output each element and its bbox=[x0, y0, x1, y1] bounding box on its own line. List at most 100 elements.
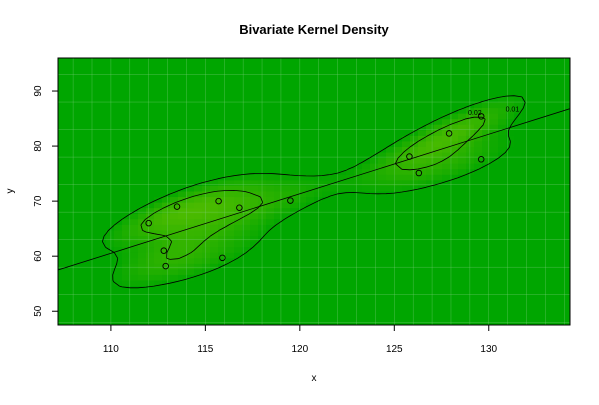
density-cell bbox=[434, 286, 443, 293]
density-cell bbox=[394, 286, 403, 293]
density-cell bbox=[90, 263, 99, 270]
density-cell bbox=[242, 69, 251, 76]
density-cell bbox=[266, 191, 275, 198]
density-cell bbox=[394, 169, 403, 176]
density-cell bbox=[458, 174, 467, 181]
density-cell bbox=[362, 302, 371, 309]
density-cell bbox=[434, 197, 443, 204]
density-cell bbox=[154, 286, 163, 293]
density-cell bbox=[98, 85, 107, 92]
density-cell bbox=[354, 163, 363, 170]
density-cell bbox=[106, 313, 115, 321]
density-cell bbox=[562, 197, 570, 204]
density-cell bbox=[250, 74, 259, 81]
density-cell bbox=[410, 258, 419, 265]
density-cell bbox=[114, 197, 123, 204]
density-cell bbox=[426, 230, 435, 237]
density-cell bbox=[282, 208, 291, 215]
density-cell bbox=[258, 85, 267, 92]
density-cell bbox=[442, 80, 451, 87]
density-cell bbox=[234, 108, 243, 115]
density-cell bbox=[466, 141, 475, 148]
density-cell bbox=[434, 252, 443, 259]
density-cell bbox=[474, 135, 483, 143]
density-cell bbox=[138, 180, 147, 187]
density-cell bbox=[114, 119, 123, 126]
density-cell bbox=[274, 91, 283, 98]
density-cell bbox=[402, 297, 411, 304]
density-cell bbox=[370, 69, 379, 76]
density-cell bbox=[314, 308, 323, 315]
density-cell bbox=[266, 280, 275, 287]
density-cell bbox=[530, 119, 539, 126]
density-cell bbox=[410, 180, 419, 187]
density-cell bbox=[146, 230, 155, 237]
density-cell bbox=[234, 224, 243, 232]
density-cell bbox=[266, 113, 275, 120]
density-cell bbox=[162, 286, 171, 293]
density-cell bbox=[410, 241, 419, 248]
density-cell bbox=[66, 258, 75, 265]
density-cell bbox=[378, 130, 387, 137]
density-cell bbox=[250, 185, 259, 193]
density-cell bbox=[490, 174, 499, 181]
density-cell bbox=[410, 280, 419, 287]
density-cell bbox=[90, 174, 99, 181]
density-cell bbox=[106, 197, 115, 204]
density-cell bbox=[554, 124, 563, 131]
density-cell bbox=[170, 135, 179, 143]
density-cell bbox=[450, 197, 459, 204]
density-cell bbox=[378, 219, 387, 226]
density-cell bbox=[338, 252, 347, 259]
density-cell bbox=[114, 263, 123, 270]
density-cell bbox=[314, 174, 323, 181]
density-cell bbox=[370, 258, 379, 265]
density-cell bbox=[162, 158, 171, 165]
density-cell bbox=[450, 96, 459, 104]
density-cell bbox=[450, 152, 459, 159]
density-cell bbox=[466, 180, 475, 187]
density-cell bbox=[170, 163, 179, 170]
density-cell bbox=[122, 152, 131, 159]
density-cell bbox=[194, 124, 203, 131]
density-cell bbox=[378, 85, 387, 92]
density-cell bbox=[130, 69, 139, 76]
density-cell bbox=[194, 219, 203, 226]
density-cell bbox=[226, 185, 235, 193]
density-cell bbox=[514, 141, 523, 148]
density-cell bbox=[394, 208, 403, 215]
density-cell bbox=[90, 69, 99, 76]
density-cell bbox=[290, 202, 299, 209]
density-cell bbox=[298, 219, 307, 226]
density-cell bbox=[234, 169, 243, 176]
density-cell bbox=[82, 102, 91, 109]
density-cell bbox=[98, 141, 107, 148]
density-cell bbox=[458, 258, 467, 265]
density-cell bbox=[418, 236, 427, 243]
density-cell bbox=[122, 85, 131, 92]
density-cell bbox=[386, 247, 395, 254]
density-cell bbox=[218, 208, 227, 215]
density-cell bbox=[474, 224, 483, 232]
density-cell bbox=[330, 274, 339, 282]
density-cell bbox=[546, 96, 555, 104]
density-cell bbox=[386, 180, 395, 187]
density-cell bbox=[258, 213, 267, 220]
density-cell bbox=[178, 224, 187, 232]
density-cell bbox=[442, 230, 451, 237]
density-cell bbox=[426, 108, 435, 115]
density-cell bbox=[250, 202, 259, 209]
density-cell bbox=[90, 63, 99, 70]
density-cell bbox=[378, 263, 387, 270]
density-cell bbox=[170, 302, 179, 309]
density-cell bbox=[354, 63, 363, 70]
density-cell bbox=[402, 247, 411, 254]
density-cell bbox=[298, 80, 307, 87]
density-cell bbox=[538, 252, 547, 259]
density-cell bbox=[170, 147, 179, 154]
density-cell bbox=[106, 69, 115, 76]
density-cell bbox=[162, 202, 171, 209]
density-cell bbox=[394, 280, 403, 287]
density-cell bbox=[106, 263, 115, 270]
